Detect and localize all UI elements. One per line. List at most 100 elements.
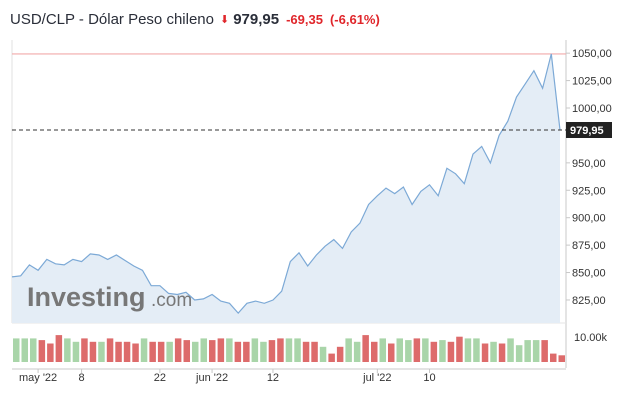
price-point [89,253,91,255]
price-point [150,285,152,287]
price-point [272,299,274,301]
price-point [194,299,196,301]
volume-bar-down [430,341,438,362]
volume-bar-up [464,338,472,362]
price-point [28,264,30,266]
volume-bar-down [541,340,548,362]
y-tick-label: 875,00 [572,240,606,252]
price-point [237,312,239,314]
volume-bar-up [345,338,352,362]
volume-bar-down [558,355,565,362]
price-point [307,265,309,267]
volume-bar-down [413,338,421,362]
price-point [472,153,474,155]
volume-bar-up [140,338,148,362]
price-point [124,259,126,261]
volume-bar-down [268,340,276,362]
x-tick-label: 22 [154,372,166,384]
watermark-brand: Investing [27,282,146,312]
price-series-line [11,53,561,315]
price-point [46,258,48,260]
volume-bar-down [481,343,489,362]
price-point [368,203,370,205]
y-tick-label: 950,00 [572,158,606,170]
volume-bar-down [47,343,54,362]
volume-bar-down [38,340,46,362]
y-axis: 1050,00 1025,00 1000,00 950,00 925,00 900,00 8… [566,48,612,307]
price-point [428,184,430,186]
price-point [176,293,178,295]
price-point [81,261,83,263]
price-point [72,258,74,260]
volume-bar-down [55,335,63,362]
volume-bar-down [209,340,216,362]
x-tick-label: may '22 [19,372,57,384]
volume-bar-up [98,341,105,362]
volume-bar-up [507,338,514,362]
y-tick-label: 925,00 [572,185,606,197]
volume-bar-down [157,341,165,362]
price-point [20,275,22,277]
volume-bar-down [371,341,378,362]
last-price-marker: 979,95 [12,122,612,139]
volume-bar-down [302,341,310,362]
investing-watermark: Investing .com [27,282,192,312]
volume-bar-down [234,341,242,362]
price-point [542,87,544,89]
price-point [437,195,439,197]
volume-bar-down [149,341,156,362]
volume-bar-up [200,338,207,362]
volume-bar-up [396,338,403,362]
price-point [324,245,326,247]
price-point [341,247,343,249]
price-point [11,276,13,278]
price-point [315,254,317,256]
volume-bar-down [456,336,463,362]
price-point [185,291,187,293]
price-point [107,258,109,260]
current-price: 979,95 [233,10,280,28]
volume-bar-down [217,338,225,362]
volume-bars: 10.00k [13,332,608,362]
price-point [420,190,422,192]
price-point [515,96,517,98]
x-tick-label: 10 [423,372,435,384]
price-point [211,293,213,295]
price-point [168,292,170,294]
price-point [37,269,39,271]
price-point [98,254,100,256]
x-tick-label: jun '22 [195,372,228,384]
price-point [202,298,204,300]
volume-bar-down [336,346,344,362]
price-point [141,269,143,271]
price-point [550,53,552,55]
volume-bar-down [174,338,182,362]
volume-bar-down [277,338,284,362]
volume-bar-up [13,338,20,362]
price-point [489,162,491,164]
volume-bar-up [294,338,301,362]
y-tick-label: 825,00 [572,295,606,307]
price-point [333,239,335,241]
price-point [481,145,483,147]
last-price-badge [566,122,612,139]
price-point [533,70,535,72]
price-point [159,285,161,287]
price-point [411,203,413,205]
price-point [246,302,248,304]
volume-bar-down [81,338,88,362]
price-point [263,302,265,304]
y-tick-label: 1000,00 [572,103,612,115]
volume-bar-up [260,341,267,362]
volume-bar-down [183,340,190,362]
y-tick-label: 1025,00 [572,76,612,88]
instrument-title: USD/CLP - Dólar Peso chileno [10,10,214,28]
price-point [385,187,387,189]
volume-bar-down [328,353,335,362]
volume-bar-down [498,343,506,362]
y-tick-label: 850,00 [572,268,606,280]
volume-bar-down [89,341,97,362]
price-point [63,264,65,266]
price-point [394,193,396,195]
